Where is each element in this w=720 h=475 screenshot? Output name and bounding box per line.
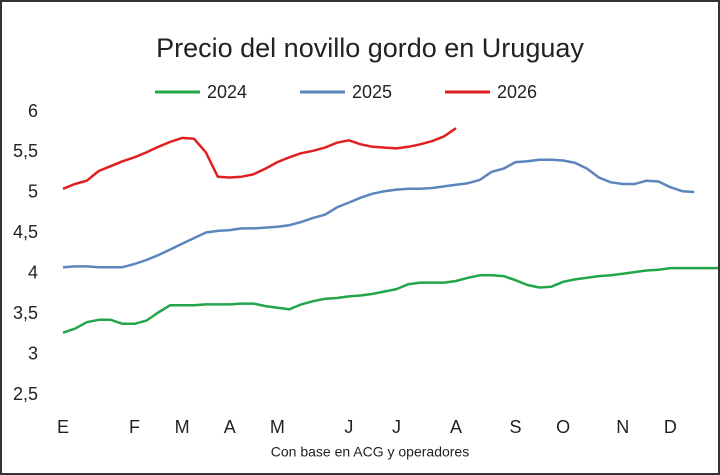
x-tick-label: A (450, 417, 462, 437)
x-tick-label: J (344, 417, 353, 437)
x-tick-label: J (392, 417, 401, 437)
y-tick-label: 6 (28, 101, 38, 121)
y-tick-label: 4,5 (13, 222, 38, 242)
x-tick-label: M (175, 417, 190, 437)
x-tick-label: M (270, 417, 285, 437)
legend-label: 2026 (497, 82, 537, 102)
line-series (62, 127, 457, 190)
legend-label: 2025 (352, 82, 392, 102)
y-tick-label: 4 (28, 262, 38, 282)
x-tick-label: N (616, 417, 629, 437)
chart-title: Precio del novillo gordo en Uruguay (156, 33, 584, 63)
line-series (62, 266, 718, 334)
x-tick-label: O (556, 417, 570, 437)
x-tick-label: D (664, 417, 677, 437)
y-tick-label: 5,5 (13, 141, 38, 161)
x-tick-label: F (129, 417, 140, 437)
line-series (62, 158, 695, 269)
y-tick-label: 5 (28, 182, 38, 202)
legend-label: 2024 (207, 82, 247, 102)
y-tick-label: 2,5 (13, 384, 38, 404)
x-tick-label: A (224, 417, 236, 437)
y-tick-label: 3 (28, 343, 38, 363)
x-tick-label: S (510, 417, 522, 437)
x-tick-label: E (57, 417, 69, 437)
legend: 2024 2025 2026 (155, 82, 537, 102)
source-note: Con base en ACG y operadores (271, 444, 469, 460)
y-tick-label: 3,5 (13, 303, 38, 323)
